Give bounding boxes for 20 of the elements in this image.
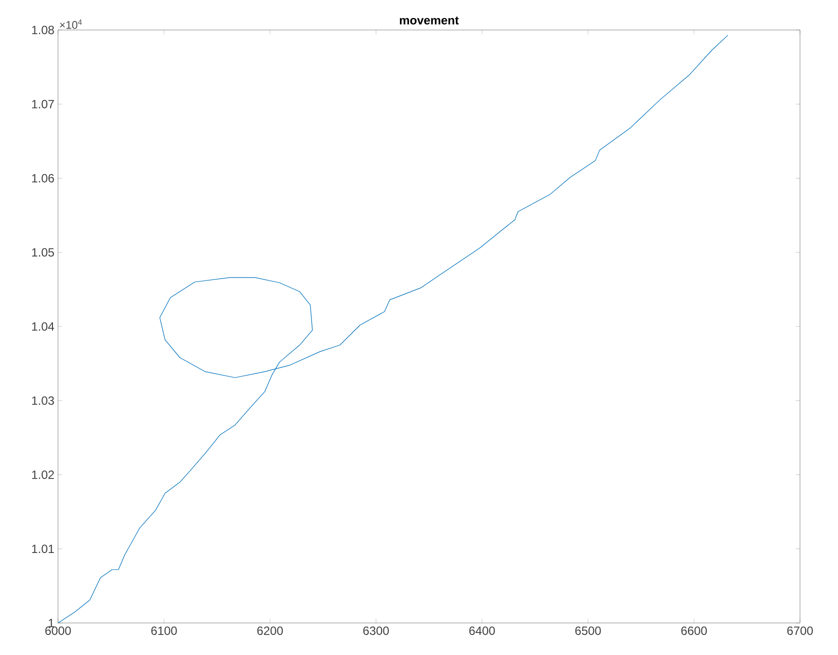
x-tick-label: 6100 <box>151 626 177 635</box>
y-tick-label: 1 <box>48 618 54 628</box>
y-tick-label: 1.01 <box>32 544 54 554</box>
x-tick-label: 6700 <box>787 626 813 635</box>
x-tick-label: 6600 <box>681 626 707 635</box>
y-tick-label: 1.05 <box>32 248 54 257</box>
y-tick-label: 1.06 <box>32 174 54 182</box>
y-tick-label: 1.08 <box>32 26 54 34</box>
line-series <box>58 34 728 624</box>
x-tick-label: 6200 <box>257 626 283 635</box>
y-tick-label: 1.02 <box>32 470 54 479</box>
x-tick-label: 6300 <box>363 626 389 635</box>
chart-title: movement <box>400 16 459 24</box>
text: ×10$^{4}$ <box>60 19 82 29</box>
x-tick-label: 6000 <box>45 626 71 635</box>
y-tick-label: 1.03 <box>32 396 54 405</box>
x-tick-label: 6400 <box>469 626 495 635</box>
x-tick-label: 6500 <box>575 626 601 635</box>
y-tick-label: 1.07 <box>32 100 54 108</box>
y-tick-label: 1.04 <box>32 322 54 331</box>
